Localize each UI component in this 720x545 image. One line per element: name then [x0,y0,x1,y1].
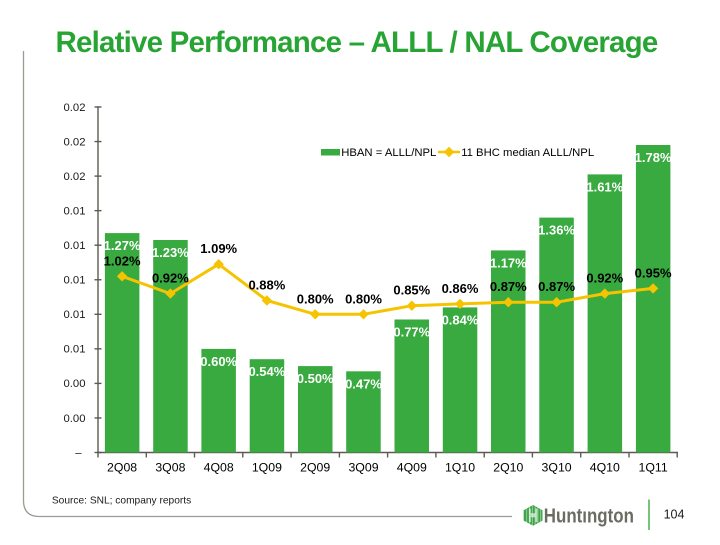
svg-text:4Q09: 4Q09 [397,461,427,475]
svg-text:104: 104 [664,508,685,522]
svg-text:0.84%: 0.84% [442,312,479,327]
svg-text:0.01: 0.01 [64,240,86,252]
svg-text:0.92%: 0.92% [152,271,189,286]
svg-text:3Q08: 3Q08 [155,461,185,475]
svg-text:0.80%: 0.80% [345,291,382,306]
svg-text:3Q09: 3Q09 [348,461,378,475]
svg-text:0.80%: 0.80% [297,291,334,306]
svg-text:Huntıngton: Huntıngton [544,504,634,527]
svg-text:1Q10: 1Q10 [445,461,475,475]
svg-text:0.95%: 0.95% [635,265,672,280]
svg-text:0.01: 0.01 [64,205,86,217]
svg-text:1.09%: 1.09% [200,241,237,256]
svg-text:0.02: 0.02 [64,102,86,114]
svg-text:0.92%: 0.92% [586,271,623,286]
svg-text:1.61%: 1.61% [586,179,623,194]
svg-text:0.50%: 0.50% [297,371,334,386]
svg-text:4Q08: 4Q08 [204,461,234,475]
svg-text:1Q09: 1Q09 [252,461,282,475]
svg-text:2Q09: 2Q09 [300,461,330,475]
svg-text:–: – [75,447,82,459]
svg-text:0.87%: 0.87% [538,279,575,294]
svg-text:0.02: 0.02 [64,171,86,183]
svg-text:Source: SNL; company reports: Source: SNL; company reports [52,495,191,506]
svg-text:1.02%: 1.02% [104,253,141,268]
svg-text:2Q08: 2Q08 [107,461,137,475]
svg-text:0.86%: 0.86% [442,281,479,296]
svg-text:0.88%: 0.88% [248,278,285,293]
svg-text:0.60%: 0.60% [200,354,237,369]
svg-text:1.36%: 1.36% [538,223,575,238]
svg-text:0.77%: 0.77% [393,325,430,340]
svg-text:1.27%: 1.27% [104,238,141,253]
svg-text:1Q11: 1Q11 [639,461,668,475]
svg-text:0.00: 0.00 [64,378,86,390]
svg-text:0.47%: 0.47% [345,376,382,391]
svg-text:HBAN = ALLL/NPL: HBAN = ALLL/NPL [341,147,436,159]
svg-text:Relative Performance – ALLL /: Relative Performance – ALLL / NAL Covera… [56,26,658,59]
svg-text:0.00: 0.00 [64,413,86,425]
svg-text:11 BHC median ALLL/NPL: 11 BHC median ALLL/NPL [461,147,594,159]
svg-text:0.01: 0.01 [64,344,86,356]
svg-text:1.17%: 1.17% [490,255,527,270]
svg-text:1.23%: 1.23% [152,245,189,260]
svg-text:0.54%: 0.54% [248,364,285,379]
svg-text:0.85%: 0.85% [393,283,430,298]
svg-text:3Q10: 3Q10 [542,461,572,475]
svg-text:0.02: 0.02 [64,136,86,148]
svg-text:0.87%: 0.87% [490,279,527,294]
svg-text:1.78%: 1.78% [635,150,672,165]
svg-text:4Q10: 4Q10 [590,461,620,475]
svg-text:2Q10: 2Q10 [493,461,523,475]
svg-text:0.01: 0.01 [64,309,86,321]
svg-text:0.01: 0.01 [64,275,86,287]
